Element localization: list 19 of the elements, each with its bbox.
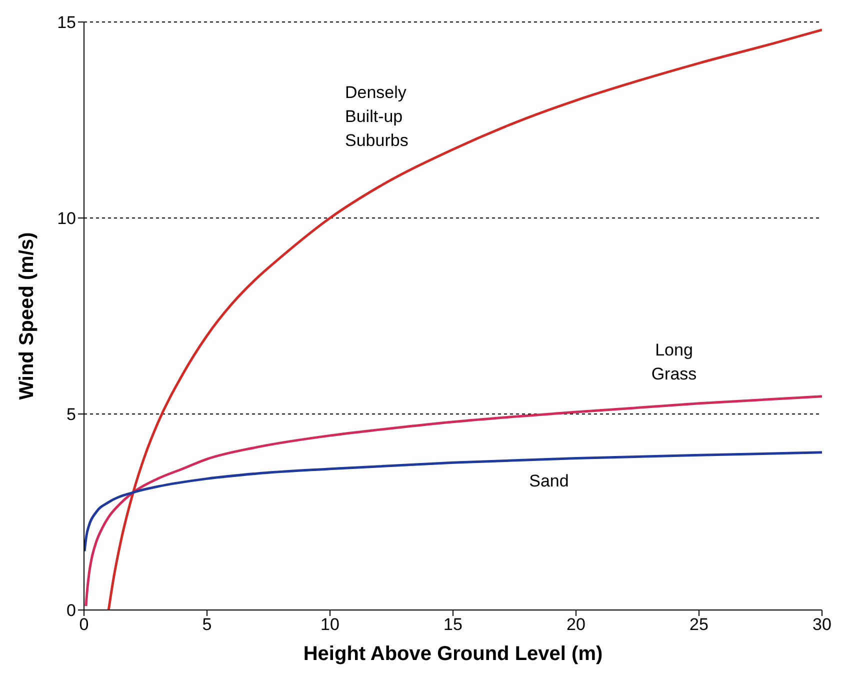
x-tick-label: 25	[690, 615, 708, 634]
y-axis-title: Wind Speed (m/s)	[16, 232, 38, 400]
y-tick-label: 0	[66, 601, 76, 620]
series-label: Densely Built-up Suburbs	[345, 83, 408, 150]
x-tick-label: 10	[320, 615, 340, 634]
line-series	[107, 28, 822, 610]
x-tick-label: 20	[566, 615, 586, 634]
x-tick-label: 15	[444, 615, 462, 634]
y-tick-label: 10	[57, 209, 76, 228]
line-series	[84, 395, 822, 608]
x-tick-label: 5	[202, 615, 212, 634]
series-label: Sand	[529, 471, 569, 490]
series-label: Long Grass	[651, 340, 697, 384]
line-series	[84, 451, 822, 552]
x-tick-label: 0	[79, 615, 89, 634]
x-tick-label: 30	[812, 615, 832, 634]
x-axis-title: Height Above Ground Level (m)	[303, 643, 603, 665]
y-tick-label: 5	[66, 405, 76, 424]
y-tick-label: 15	[57, 13, 76, 32]
